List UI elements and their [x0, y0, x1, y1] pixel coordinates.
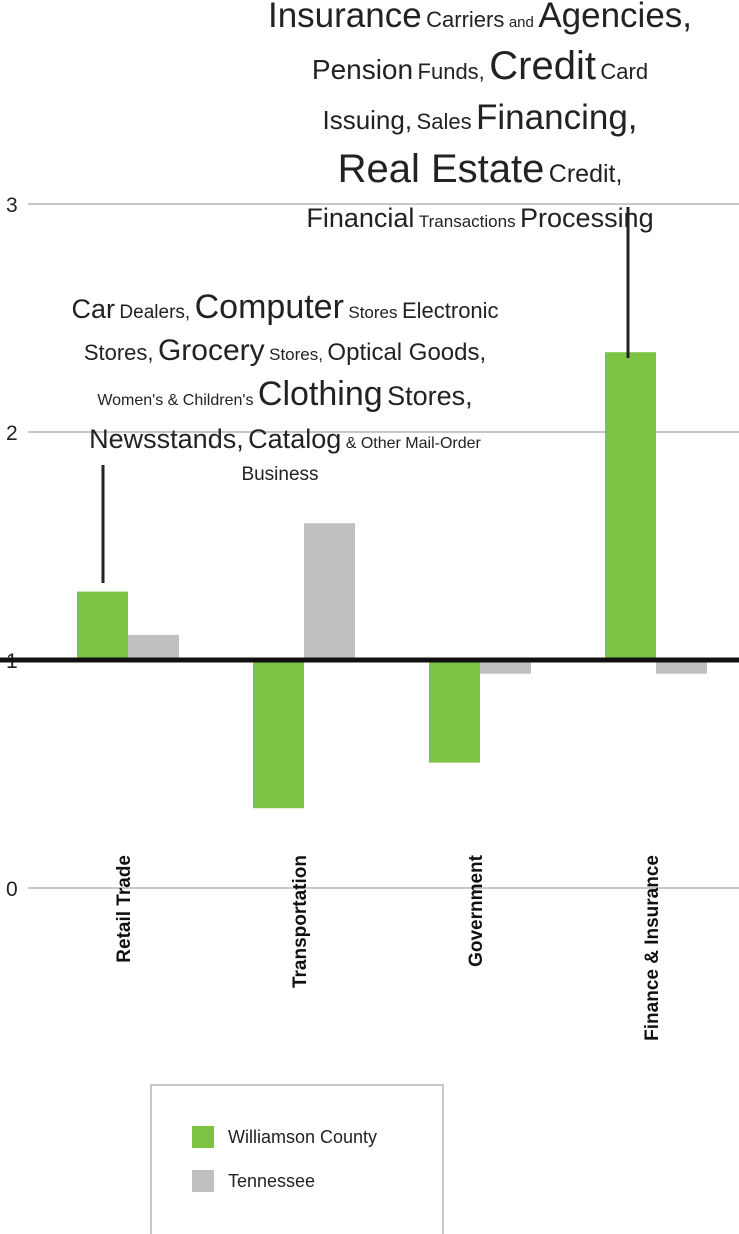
ann-word: and — [508, 14, 534, 31]
ann-word: Financial — [306, 203, 415, 233]
ann-word: Financing, — [476, 98, 638, 137]
ann-word: Stores — [348, 303, 398, 322]
annotation-leader-lines — [101, 207, 630, 583]
ann-word: Optical Goods, — [327, 339, 487, 366]
ann-word: Catalog — [248, 424, 342, 454]
bar — [253, 660, 304, 809]
ann-word: Transactions — [418, 212, 516, 231]
annotation-finance-insurance: Insurance Carriers and Agencies, Pension… — [230, 0, 730, 242]
legend-item-williamson: Williamson County — [192, 1126, 377, 1148]
ann-word: Sales — [416, 109, 472, 134]
bar — [605, 352, 656, 660]
ann-word: Business — [241, 464, 319, 485]
ann-word: Real Estate — [337, 147, 545, 191]
ann-word: Card — [600, 59, 649, 84]
ann-word: Electronic — [401, 298, 499, 323]
legend-item-tennessee: Tennessee — [192, 1170, 315, 1192]
bars — [77, 352, 707, 809]
ann-word: Women's & Children's — [97, 392, 254, 409]
ann-word: Carriers — [426, 7, 505, 32]
ann-word: Stores, — [83, 340, 154, 365]
ann-word: Dealers, — [119, 302, 191, 323]
legend-label: Tennessee — [228, 1170, 316, 1191]
legend-swatch — [192, 1126, 214, 1148]
ann-word: Funds, — [417, 59, 485, 84]
bar — [656, 660, 707, 674]
ann-word: Clothing — [257, 375, 383, 413]
bar — [429, 660, 480, 763]
bar — [77, 591, 128, 660]
ann-word: Stores, — [269, 345, 323, 364]
ann-word: Grocery — [157, 334, 265, 367]
ann-word: Car — [71, 294, 115, 324]
x-category-label: Transportation — [290, 855, 311, 988]
annotation-retail-trade: Car Dealers, Computer Stores Electronic … — [10, 286, 560, 488]
ann-word: Issuing, — [322, 105, 413, 135]
ann-word: Credit, — [548, 160, 623, 188]
bar — [128, 634, 179, 660]
x-category-label: Finance & Insurance — [642, 855, 663, 1041]
ann-word: Processing — [520, 203, 654, 233]
bar — [304, 523, 355, 660]
ann-word: Computer — [194, 288, 344, 326]
ann-word: Credit — [489, 44, 596, 88]
x-category-labels: Retail Trade Transportation Government Fina… — [114, 854, 663, 1041]
ann-word: Agencies, — [538, 0, 693, 35]
y-tick-label: 3 — [6, 194, 18, 217]
legend: Williamson County Tennessee — [150, 1084, 444, 1234]
x-category-label: Government — [466, 854, 487, 967]
x-category-label: Retail Trade — [114, 855, 135, 963]
y-tick-label: 0 — [6, 878, 18, 901]
ann-word: Pension — [311, 54, 414, 85]
legend-label: Williamson County — [228, 1126, 378, 1147]
ann-word: & Other Mail-Order — [345, 435, 481, 452]
ann-word: Newsstands, — [89, 424, 244, 454]
ann-word: Stores, — [387, 381, 473, 411]
ann-word: Insurance — [267, 0, 422, 35]
legend-swatch — [192, 1170, 214, 1192]
y-tick-label: 2 — [6, 422, 18, 445]
bar — [480, 660, 531, 674]
